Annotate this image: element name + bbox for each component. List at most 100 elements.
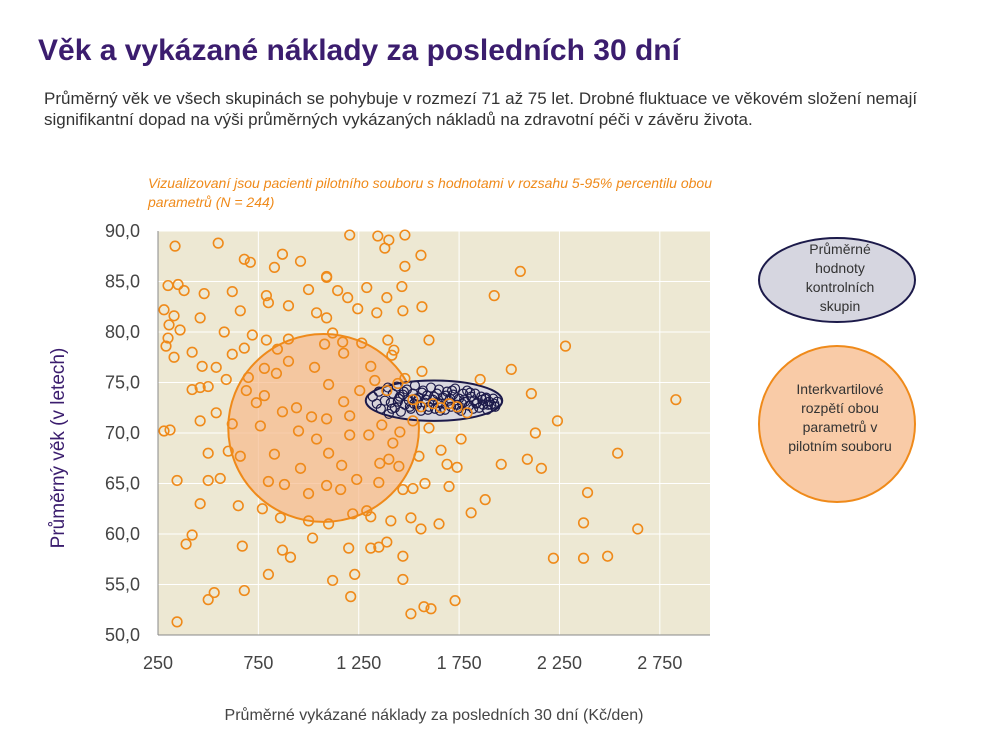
pilot-point (271, 343, 284, 355)
pilot-point (535, 462, 547, 474)
pilot-point (521, 453, 533, 465)
pilot-point (240, 384, 252, 397)
pilot-point (171, 474, 183, 487)
pilot-point (260, 334, 272, 346)
control-point (444, 393, 456, 404)
pilot-point (385, 515, 397, 527)
pilot-point (488, 290, 500, 302)
pilot-point (474, 373, 486, 386)
pilot-point (226, 418, 238, 430)
pilot-point (236, 540, 248, 552)
pilot-point (202, 474, 214, 487)
pilot-point (244, 256, 256, 268)
pilot-point (399, 372, 411, 385)
pilot-point (373, 476, 385, 489)
pilot-point (308, 361, 321, 373)
pilot-point (319, 338, 331, 350)
pilot-point (386, 349, 398, 361)
pilot-point (397, 573, 409, 586)
pilot-point (168, 351, 180, 363)
pilot-point (278, 478, 291, 491)
control-point (415, 405, 427, 416)
y-tick-label: 50,0 (105, 625, 140, 645)
pilot-point (172, 278, 184, 291)
pilot-point (602, 550, 614, 562)
x-tick-label: 2 750 (637, 653, 682, 673)
pilot-point (258, 390, 270, 402)
pilot-point (369, 374, 381, 387)
pilot-point (290, 402, 303, 414)
pilot-point (276, 544, 289, 556)
pilot-point (262, 475, 275, 488)
pilot-point (323, 447, 335, 459)
pilot-point (435, 444, 447, 456)
pilot-point (180, 538, 192, 550)
pilot-point (383, 234, 395, 246)
x-tick-label: 250 (143, 653, 173, 673)
pilot-point (374, 457, 386, 469)
y-tick-label: 75,0 (105, 373, 140, 393)
pilot-point (393, 460, 405, 472)
pilot-point (212, 237, 224, 249)
pilot-point (169, 240, 181, 252)
pilot-point (343, 542, 355, 554)
pilot-point (505, 363, 517, 375)
pilot-point (419, 477, 431, 490)
pilot-point (670, 394, 682, 406)
pilot-point (495, 458, 507, 470)
pilot-point (282, 300, 295, 312)
legend-control-ellipse (758, 237, 916, 323)
pilot-point (284, 551, 297, 563)
pilot-point (214, 472, 226, 485)
pilot-point (373, 541, 385, 553)
pilot-point (551, 415, 564, 427)
pilot-point (416, 301, 428, 313)
control-point (373, 386, 384, 397)
pilot-point (270, 367, 283, 380)
pilot-point (577, 552, 590, 564)
control-point (489, 398, 500, 409)
pilot-point (302, 283, 315, 296)
pilot-point (282, 333, 295, 345)
pilot-point (344, 410, 356, 422)
pilot-point (310, 433, 323, 445)
pilot-point (210, 407, 222, 419)
pilot-point (254, 420, 266, 432)
pilot-point (349, 568, 361, 581)
pilot-point (461, 407, 473, 419)
control-point (394, 391, 405, 402)
pilot-point (178, 284, 190, 297)
pilot-point (581, 486, 594, 499)
pilot-point (363, 429, 375, 441)
pilot-point (276, 248, 289, 260)
pilot-point (399, 260, 411, 272)
pilot-point (381, 384, 393, 397)
pilot-point (396, 280, 408, 293)
x-tick-label: 1 250 (336, 653, 381, 673)
pilot-point (194, 415, 206, 427)
pilot-point (158, 425, 170, 437)
pilot-point (382, 334, 394, 346)
pilot-point (418, 601, 430, 613)
pilot-point (376, 419, 388, 431)
pilot-point (186, 346, 198, 358)
pilot-point (260, 290, 272, 302)
x-tick-label: 1 750 (437, 653, 482, 673)
pilot-point (449, 595, 461, 607)
pilot-point (276, 406, 289, 418)
pilot-point (372, 230, 384, 242)
control-point (375, 403, 386, 414)
pilot-point (274, 512, 287, 524)
pilot-point (258, 362, 270, 374)
pilot-point (347, 508, 359, 520)
pilot-point (256, 503, 268, 515)
pilot-point (306, 532, 319, 544)
pilot-point (222, 445, 234, 457)
pilot-point (415, 401, 427, 413)
pilot-point (345, 591, 357, 603)
control-point (481, 392, 492, 403)
pilot-point (443, 480, 455, 493)
pilot-point (433, 518, 445, 530)
pilot-point (399, 229, 411, 241)
pilot-point (246, 329, 258, 341)
